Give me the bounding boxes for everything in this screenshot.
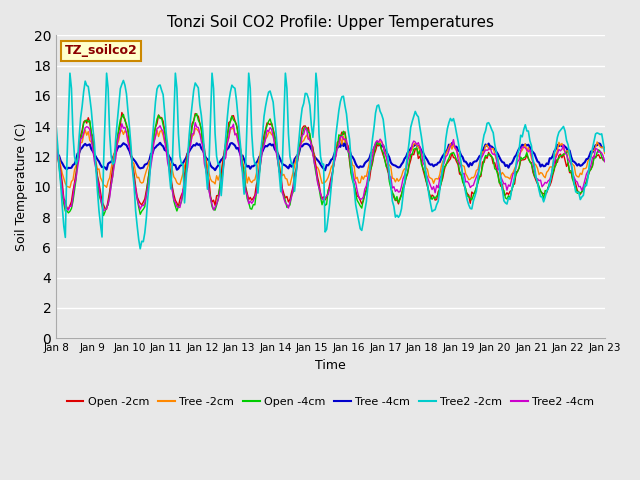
Open -2cm <box>573 187 581 193</box>
Open -4cm <box>121 118 129 124</box>
Tree2 -2cm <box>136 246 144 252</box>
Open -2cm <box>103 206 111 212</box>
Tree2 -2cm <box>52 123 60 129</box>
Tree2 -4cm <box>295 146 303 152</box>
Tree -2cm <box>230 125 237 131</box>
Open -2cm <box>52 135 60 141</box>
Tree -4cm <box>292 154 300 160</box>
Open -2cm <box>246 194 254 200</box>
X-axis label: Time: Time <box>315 359 346 372</box>
Open -2cm <box>118 109 125 115</box>
Tree -4cm <box>601 145 609 151</box>
Open -2cm <box>219 160 227 166</box>
Line: Open -4cm: Open -4cm <box>56 114 605 216</box>
Open -4cm <box>601 158 609 164</box>
Tree -4cm <box>234 145 242 151</box>
Tree2 -4cm <box>237 162 245 168</box>
Tree2 -4cm <box>219 171 227 177</box>
Tree -4cm <box>52 148 60 154</box>
Legend: Open -2cm, Tree -2cm, Open -4cm, Tree -4cm, Tree2 -2cm, Tree2 -4cm: Open -2cm, Tree -2cm, Open -4cm, Tree -4… <box>62 392 598 411</box>
Tree -2cm <box>237 148 245 154</box>
Tree2 -2cm <box>246 85 254 91</box>
Line: Tree2 -4cm: Tree2 -4cm <box>56 122 605 211</box>
Open -4cm <box>100 213 108 218</box>
Tree2 -4cm <box>573 179 581 185</box>
Open -4cm <box>295 151 303 157</box>
Tree -2cm <box>573 174 581 180</box>
Open -4cm <box>237 155 245 160</box>
Tree -2cm <box>295 143 303 148</box>
Tree2 -2cm <box>573 189 581 195</box>
Line: Open -2cm: Open -2cm <box>56 112 605 209</box>
Tree -4cm <box>321 168 329 173</box>
Tree -4cm <box>216 159 223 165</box>
Tree2 -4cm <box>191 120 199 125</box>
Line: Tree -4cm: Tree -4cm <box>56 142 605 170</box>
Tree2 -2cm <box>295 134 303 140</box>
Tree -4cm <box>338 139 346 144</box>
Tree2 -4cm <box>121 124 129 130</box>
Tree2 -4cm <box>100 208 108 214</box>
Open -4cm <box>219 168 227 174</box>
Tree2 -4cm <box>601 159 609 165</box>
Text: TZ_soilco2: TZ_soilco2 <box>65 45 137 58</box>
Tree2 -2cm <box>66 70 74 76</box>
Open -4cm <box>52 142 60 147</box>
Title: Tonzi Soil CO2 Profile: Upper Temperatures: Tonzi Soil CO2 Profile: Upper Temperatur… <box>167 15 494 30</box>
Open -2cm <box>237 154 245 159</box>
Tree -2cm <box>246 178 254 184</box>
Tree -2cm <box>66 185 74 191</box>
Tree2 -4cm <box>52 142 60 148</box>
Open -4cm <box>246 206 254 212</box>
Tree -4cm <box>573 163 581 168</box>
Tree2 -2cm <box>219 174 227 180</box>
Open -2cm <box>123 123 131 129</box>
Tree -4cm <box>120 140 127 146</box>
Open -2cm <box>295 146 303 152</box>
Tree -2cm <box>601 151 609 156</box>
Tree2 -2cm <box>237 149 245 155</box>
Tree -2cm <box>218 170 225 176</box>
Tree -4cm <box>243 164 251 169</box>
Line: Tree2 -2cm: Tree2 -2cm <box>56 73 605 249</box>
Tree -2cm <box>121 128 129 134</box>
Open -2cm <box>601 158 609 164</box>
Tree2 -4cm <box>246 198 254 204</box>
Open -4cm <box>573 191 581 196</box>
Open -4cm <box>193 111 200 117</box>
Line: Tree -2cm: Tree -2cm <box>56 128 605 188</box>
Tree -2cm <box>52 142 60 148</box>
Tree2 -2cm <box>121 82 129 88</box>
Tree2 -2cm <box>601 148 609 154</box>
Y-axis label: Soil Temperature (C): Soil Temperature (C) <box>15 122 28 251</box>
